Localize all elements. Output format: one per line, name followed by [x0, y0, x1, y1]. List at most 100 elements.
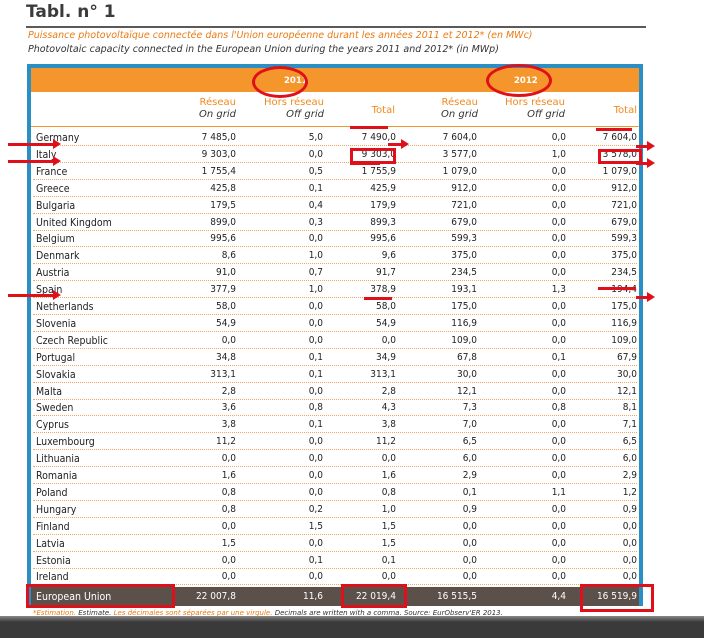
arrow-germany-total-2011	[388, 139, 409, 149]
country-name: France	[36, 165, 68, 178]
value-cell: 0,9	[462, 503, 477, 515]
value-cell: 1,2	[622, 486, 637, 498]
value-cell: 9 303,0	[361, 148, 396, 160]
value-cell: 7 604,0	[442, 132, 477, 143]
table-row: Estonia 0,0 0,1 0,1 0,0 0,0 0,0	[31, 552, 639, 569]
country-name: Denmark	[36, 250, 80, 263]
value-cell: 0,0	[551, 419, 566, 431]
table-row: Germany 7 485,0 5,0 7 490,0 7 604,0 0,0 7 604,…	[31, 129, 639, 146]
subtitle-english: Photovoltaic capacity connected in the E…	[28, 44, 499, 55]
value-cell: 1 755,4	[201, 165, 236, 177]
value-cell: 7 485,0	[201, 132, 236, 143]
country-name: Cyprus	[36, 419, 69, 432]
value-cell: 721,0	[451, 199, 477, 211]
value-cell: 0,0	[551, 470, 566, 481]
value-cell: 0,0	[551, 453, 566, 465]
value-cell: 912,0	[611, 182, 637, 194]
value-cell: 0,0	[551, 385, 566, 397]
value-cell: 8,6	[221, 250, 236, 262]
value-cell: 599,3	[611, 233, 637, 245]
value-cell: 0,0	[308, 317, 323, 329]
value-cell: 175,0	[611, 301, 637, 312]
country-name: Finland	[36, 520, 70, 533]
value-cell: 0,0	[622, 571, 637, 583]
table-row: Finland 0,0 1,5 1,5 0,0 0,0 0,0	[31, 518, 639, 535]
value-cell: 11,2	[375, 436, 396, 448]
footnote: *Estimation. Estimate. Les décimales son…	[33, 609, 503, 617]
header-total-2012: Total	[613, 105, 637, 116]
value-cell: 995,6	[210, 233, 236, 245]
value-cell: 1,6	[221, 470, 236, 481]
country-name: Germany	[36, 132, 80, 144]
total-value-cell: 16 519,9	[596, 591, 637, 602]
value-cell: 109,0	[451, 334, 477, 346]
country-name: Romania	[36, 470, 78, 482]
value-cell: 0,0	[381, 453, 396, 465]
table-row: Poland 0,8 0,0 0,8 0,1 1,1 1,2	[31, 484, 639, 501]
value-cell: 9 303,0	[201, 148, 236, 160]
value-cell: 0,1	[308, 554, 323, 566]
value-cell: 1,5	[308, 520, 323, 532]
value-cell: 0,0	[221, 453, 236, 465]
value-cell: 6,5	[462, 436, 477, 448]
value-cell: 0,9	[622, 503, 637, 515]
value-cell: 0,0	[462, 520, 477, 532]
highlight-2012-ellipse	[486, 64, 552, 97]
country-name: Estonia	[36, 554, 71, 567]
value-cell: 54,9	[375, 317, 396, 329]
value-cell: 0,0	[462, 571, 477, 583]
value-cell: 1,6	[381, 470, 396, 481]
value-cell: 30,0	[456, 368, 477, 380]
arrow-germany	[8, 139, 61, 149]
value-cell: 0,1	[381, 554, 396, 566]
table-row: Hungary 0,8 0,2 1,0 0,9 0,0 0,9	[31, 501, 639, 518]
underline-germany-total-2012	[596, 128, 632, 131]
value-cell: 2,8	[221, 385, 236, 397]
value-cell: 2,9	[462, 470, 477, 481]
value-cell: 6,0	[462, 453, 477, 465]
value-cell: 0,0	[308, 537, 323, 549]
value-cell: 67,8	[456, 351, 477, 363]
table-row: United Kingdom 899,0 0,3 899,3 679,0 0,0 679,0	[31, 214, 639, 231]
value-cell: 109,0	[611, 334, 637, 346]
table-row: Denmark 8,6 1,0 9,6 375,0 0,0 375,0	[31, 247, 639, 265]
value-cell: 234,5	[451, 267, 477, 279]
country-name: Belgium	[36, 233, 75, 246]
value-cell: 175,0	[451, 301, 477, 312]
value-cell: 0,0	[551, 199, 566, 211]
value-cell: 30,0	[616, 368, 637, 380]
table-row: Austria 91,0 0,7 91,7 234,5 0,0 234,5	[31, 264, 639, 282]
highlight-italy-total-2012	[598, 149, 642, 164]
total-value-cell: 4,4	[551, 591, 566, 602]
value-cell: 0,1	[462, 486, 477, 498]
value-cell: 1,0	[308, 284, 323, 296]
value-cell: 67,9	[616, 351, 637, 363]
value-cell: 0,4	[308, 199, 323, 211]
value-cell: 34,9	[375, 351, 396, 363]
value-cell: 0,0	[308, 301, 323, 312]
value-cell: 0,7	[308, 267, 323, 279]
value-cell: 721,0	[611, 199, 637, 211]
value-cell: 375,0	[451, 250, 477, 262]
table-row: France 1 755,4 0,5 1 755,9 1 079,0 0,0 1 079,0	[31, 163, 639, 180]
value-cell: 1 755,9	[361, 165, 396, 177]
title-rule	[26, 26, 646, 28]
value-cell: 1,0	[308, 250, 323, 262]
value-cell: 0,1	[551, 351, 566, 363]
value-cell: 0,3	[308, 216, 323, 228]
country-name: Portugal	[36, 351, 76, 364]
country-name: United Kingdom	[36, 216, 112, 229]
value-cell: 0,0	[551, 503, 566, 515]
value-cell: 58,0	[375, 301, 396, 312]
value-cell: 425,9	[370, 182, 396, 194]
table-row: Slovakia 313,1 0,1 313,1 30,0 0,0 30,0	[31, 366, 639, 383]
value-cell: 0,8	[381, 486, 396, 498]
value-cell: 3 577,0	[442, 148, 477, 160]
value-cell: 0,0	[308, 486, 323, 498]
highlight-eu-label	[26, 584, 175, 608]
value-cell: 0,5	[308, 165, 323, 177]
value-cell: 0,0	[221, 520, 236, 532]
value-cell: 1 079,0	[442, 165, 477, 177]
highlight-2011-ellipse	[252, 66, 308, 98]
